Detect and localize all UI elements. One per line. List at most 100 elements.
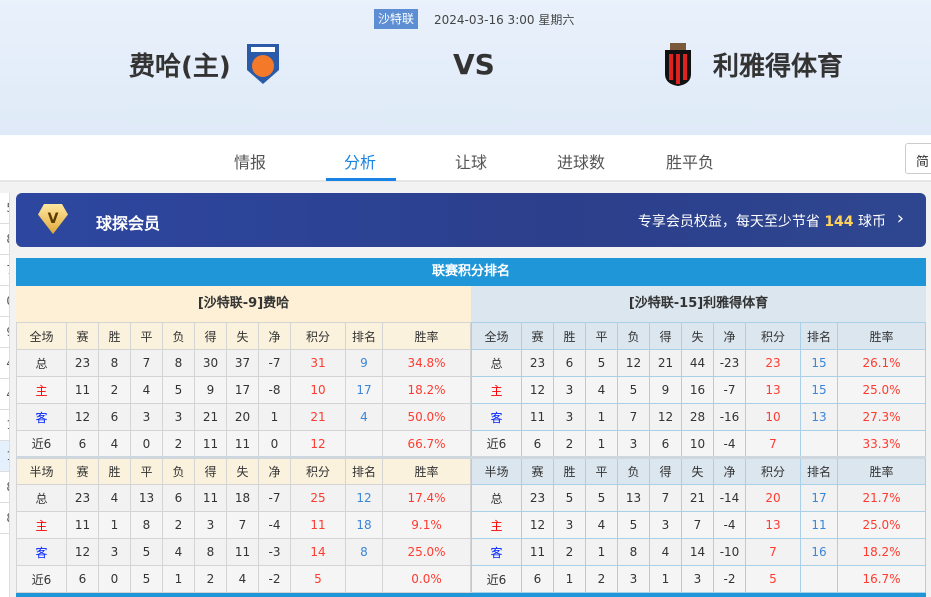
table-cell: 5: [585, 349, 618, 377]
table-cell: 5: [553, 484, 586, 512]
table-cell: 15: [800, 376, 838, 404]
table-cell: 主: [471, 511, 522, 539]
table-cell: 1: [553, 565, 586, 593]
column-header: 胜: [553, 322, 586, 350]
column-header: 排名: [345, 322, 383, 350]
table-cell: 6: [521, 430, 554, 458]
sidebar-item[interactable]: 8: [0, 472, 9, 503]
section-divider: [16, 593, 926, 597]
sidebar-item[interactable]: 1: [0, 410, 9, 441]
sidebar-item[interactable]: 8: [0, 224, 9, 255]
header-row: 半场赛胜平负得失净积分 排名 胜率: [471, 456, 926, 485]
table-cell: 6: [98, 403, 131, 431]
table-cell: 6: [649, 430, 682, 458]
table-cell: 客: [471, 403, 522, 431]
column-header: 赛: [521, 322, 554, 350]
table-cell: 16: [681, 376, 714, 404]
column-header: 胜率: [382, 456, 471, 485]
table-row: 总 23 6 5 12 21 44 -23 23 15 26.1%: [471, 349, 926, 377]
table-cell: 18.2%: [382, 376, 471, 404]
column-header: 排名: [800, 456, 838, 485]
column-header: 全场: [471, 322, 522, 350]
table-cell: 客: [16, 538, 67, 566]
table-cell: 6: [553, 349, 586, 377]
tab-1x2[interactable]: 胜平负: [666, 153, 715, 172]
table-cell: 3: [617, 565, 650, 593]
sidebar-item[interactable]: 9: [0, 317, 9, 348]
table-cell: 7: [617, 403, 650, 431]
sidebar-item[interactable]: 4: [0, 348, 9, 379]
table-cell: 11: [290, 511, 346, 539]
column-header: 胜: [98, 456, 131, 485]
away-team-name[interactable]: 利雅得体育: [713, 52, 844, 82]
table-cell: 12: [649, 403, 682, 431]
column-header: 积分: [745, 456, 801, 485]
tab-intel[interactable]: 情报: [234, 153, 267, 172]
home-team-name[interactable]: 费哈(主): [129, 52, 231, 82]
table-cell: 21: [194, 403, 227, 431]
table-cell: 2: [162, 430, 195, 458]
table-row: 近6 6 4 0 2 11 11 0 12 66.7%: [16, 430, 471, 458]
team-rank-title: [沙特联-15]利雅得体育: [471, 286, 926, 322]
table-cell: -7: [258, 349, 291, 377]
table-row: 近6 6 2 1 3 6 10 -4 7 33.3%: [471, 430, 926, 458]
column-header: 胜率: [837, 322, 926, 350]
member-banner[interactable]: V 球探会员 专享会员权益，每天至少节省 144 球币 ›: [16, 193, 926, 247]
table-cell: 21: [290, 403, 346, 431]
table-cell: 总: [471, 484, 522, 512]
table-cell: -14: [713, 484, 746, 512]
table-cell: 11: [800, 511, 838, 539]
sidebar-item[interactable]: 8: [0, 503, 9, 534]
table-cell: 50.0%: [382, 403, 471, 431]
table-row: 主 12 3 4 5 9 16 -7 13 15 25.0%: [471, 376, 926, 404]
table-cell: 11: [66, 511, 99, 539]
table-cell: 12: [290, 430, 346, 458]
table-cell: 1: [585, 538, 618, 566]
table-cell: 8: [162, 349, 195, 377]
column-header: 排名: [345, 456, 383, 485]
sidebar-item[interactable]: 5: [0, 193, 9, 224]
table-cell: 近6: [16, 430, 67, 458]
table-cell: 11: [521, 538, 554, 566]
column-header: 胜率: [837, 456, 926, 485]
table-cell: 12: [521, 511, 554, 539]
table-cell: 5: [617, 376, 650, 404]
column-header: 负: [617, 456, 650, 485]
table-cell: 27.3%: [837, 403, 926, 431]
table-cell: 8: [617, 538, 650, 566]
table-cell: -2: [258, 565, 291, 593]
tab-goals[interactable]: 进球数: [557, 153, 606, 172]
column-header: 失: [226, 322, 259, 350]
sidebar-item[interactable]: 0: [0, 286, 9, 317]
tab-handicap[interactable]: 让球: [455, 153, 488, 172]
table-cell: 1: [162, 565, 195, 593]
table-cell: [345, 430, 383, 458]
table-cell: 4: [98, 430, 131, 458]
active-tab-indicator: [326, 178, 396, 181]
tab-analysis[interactable]: 分析: [344, 153, 377, 172]
column-header: 积分: [290, 322, 346, 350]
table-cell: 37: [226, 349, 259, 377]
sidebar-item[interactable]: 4: [0, 379, 9, 410]
table-cell: 4: [345, 403, 383, 431]
league-badge[interactable]: 沙特联: [374, 9, 419, 29]
table-cell: [800, 430, 838, 458]
table-cell: 5: [162, 376, 195, 404]
table-row: 总 23 4 13 6 11 18 -7 25 12 17.4%: [16, 484, 471, 512]
table-cell: 5: [585, 484, 618, 512]
table-row: 总 23 8 7 8 30 37 -7 31 9 34.8%: [16, 349, 471, 377]
column-header: 净: [258, 456, 291, 485]
table-cell: 近6: [471, 565, 522, 593]
table-cell: 7: [226, 511, 259, 539]
table-cell: 18: [345, 511, 383, 539]
sidebar-item[interactable]: 7: [0, 255, 9, 286]
table-cell: 17: [800, 484, 838, 512]
language-toggle[interactable]: 简: [905, 143, 931, 174]
chevron-right-icon[interactable]: ›: [896, 208, 904, 229]
column-header: 全场: [16, 322, 67, 350]
sidebar-item[interactable]: 1: [0, 441, 9, 472]
table-cell: 1: [98, 511, 131, 539]
table-cell: 4: [649, 538, 682, 566]
column-header: 得: [649, 456, 682, 485]
table-cell: 16.7%: [837, 565, 926, 593]
